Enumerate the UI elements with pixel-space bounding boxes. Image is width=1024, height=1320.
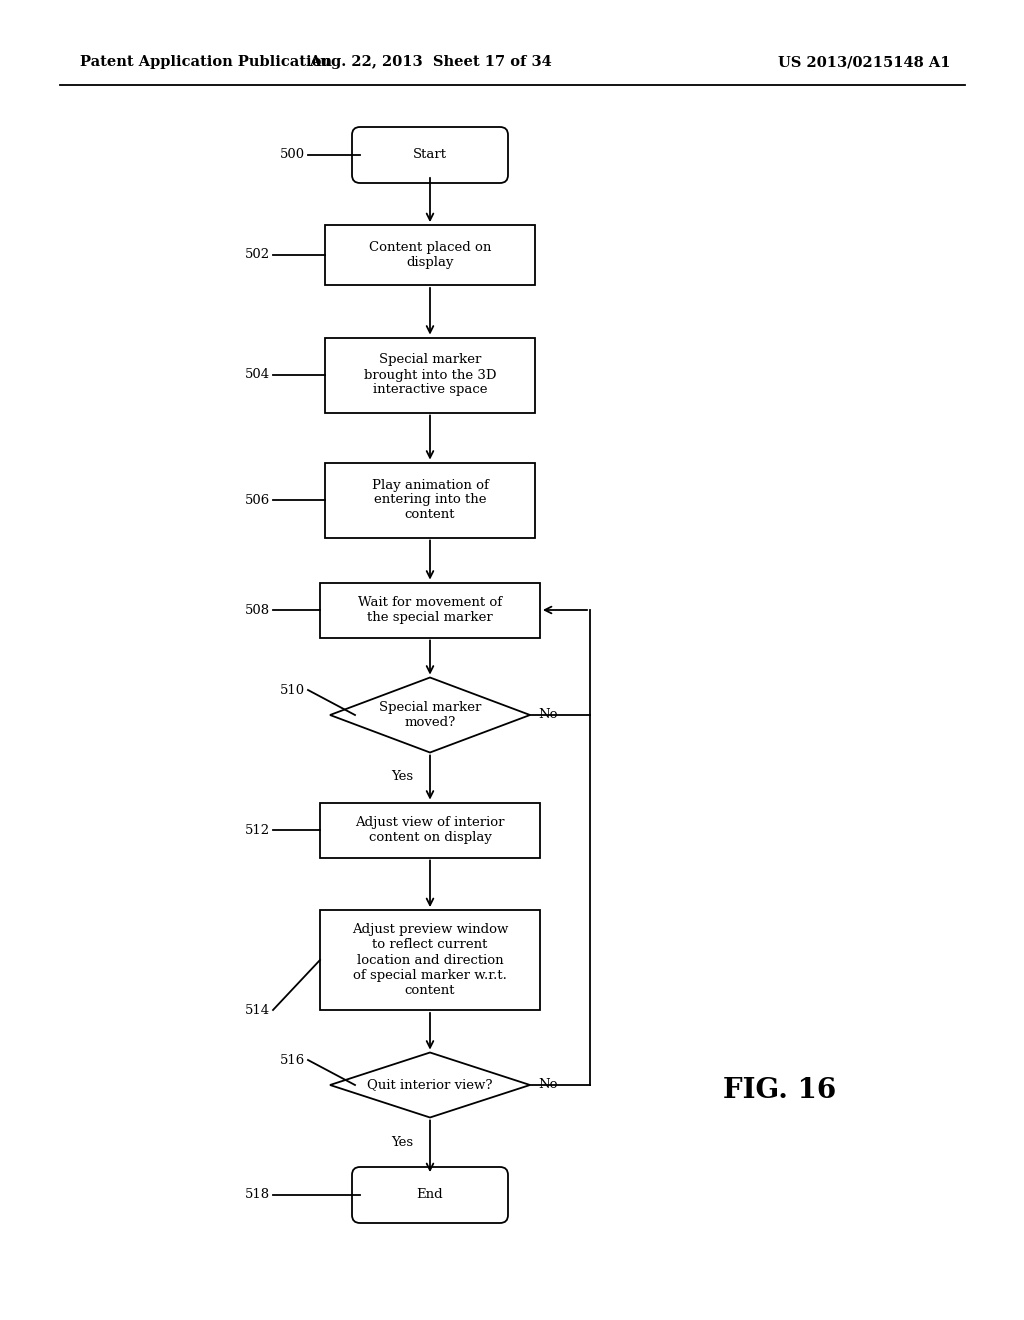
Bar [319,803,540,858]
Text: Adjust preview window
to reflect current
location and direction
of special marke: Adjust preview window to reflect current… [352,924,508,997]
Text: 502: 502 [245,248,270,261]
Text: 514: 514 [245,1003,270,1016]
Text: Play animation of
entering into the
content: Play animation of entering into the cont… [372,479,488,521]
Text: Wait for movement of
the special marker: Wait for movement of the special marker [358,597,502,624]
Text: 504: 504 [245,368,270,381]
Text: 518: 518 [245,1188,270,1201]
Text: FIG. 16: FIG. 16 [723,1077,837,1104]
FancyBboxPatch shape [352,127,508,183]
Text: Patent Application Publication: Patent Application Publication [80,55,332,69]
Text: End: End [417,1188,443,1201]
Text: 506: 506 [245,494,270,507]
Text: Content placed on
display: Content placed on display [369,242,492,269]
Text: 508: 508 [245,603,270,616]
Bar [325,338,535,412]
Bar [319,909,540,1010]
Text: Start: Start [413,149,447,161]
Text: Special marker
brought into the 3D
interactive space: Special marker brought into the 3D inter… [364,354,497,396]
FancyBboxPatch shape [352,1167,508,1224]
Text: Yes: Yes [391,771,413,784]
Text: 512: 512 [245,824,270,837]
Text: 510: 510 [280,684,305,697]
Text: No: No [538,709,557,722]
Bar [319,582,540,638]
Text: Adjust view of interior
content on display: Adjust view of interior content on displ… [355,816,505,843]
Text: US 2013/0215148 A1: US 2013/0215148 A1 [777,55,950,69]
Bar [325,462,535,537]
Text: 516: 516 [280,1053,305,1067]
Text: 500: 500 [280,149,305,161]
Text: Yes: Yes [391,1135,413,1148]
Polygon shape [330,677,530,752]
Text: Quit interior view?: Quit interior view? [368,1078,493,1092]
Polygon shape [330,1052,530,1118]
Text: Aug. 22, 2013  Sheet 17 of 34: Aug. 22, 2013 Sheet 17 of 34 [308,55,551,69]
Bar [325,224,535,285]
Text: Special marker
moved?: Special marker moved? [379,701,481,729]
Text: No: No [538,1078,557,1092]
